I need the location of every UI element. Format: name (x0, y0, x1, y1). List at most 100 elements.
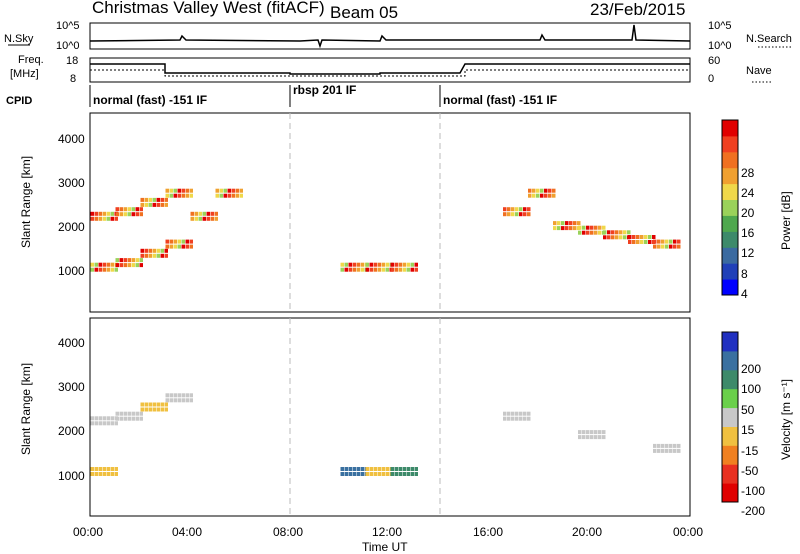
power-cell (223, 188, 227, 193)
velocity-cell (381, 467, 385, 471)
power-cell (511, 207, 515, 212)
velocity-cell (582, 430, 586, 435)
velocity-cell (94, 421, 98, 426)
velocity-cell (106, 421, 110, 426)
power-cell (152, 197, 156, 202)
power-cell (519, 207, 523, 212)
power-colorbar-swatch (722, 183, 738, 200)
velocity-cell (340, 472, 344, 476)
power-cell (127, 207, 131, 212)
power-cell (189, 188, 193, 193)
velocity-cell (344, 467, 348, 471)
velocity-cell (160, 402, 164, 407)
power-cell (665, 239, 669, 244)
power-colorbar: 28 24 20 16 12 8 4 Power [dB] (721, 119, 793, 301)
noise-tick-left-top: 10^5 (56, 20, 80, 32)
velocity-cell (402, 467, 406, 471)
power-cell (548, 193, 552, 198)
power-cell (398, 267, 402, 272)
power-cell (115, 258, 119, 263)
power-cell (385, 267, 389, 272)
velocity-cell (90, 421, 94, 426)
velocity-cell (373, 472, 377, 476)
velocity-cell (102, 421, 106, 426)
power-cell (536, 193, 540, 198)
power-cell (602, 225, 606, 230)
power-cell (165, 239, 169, 244)
velocity-cell (119, 416, 123, 421)
power-ytick-3000: 3000 (58, 176, 85, 190)
velocity-colorbar-swatch (722, 369, 738, 390)
velocity-cell (169, 393, 173, 398)
freq-tick-top: 18 (66, 55, 78, 67)
velocity-cell (356, 472, 360, 476)
power-cell (156, 197, 160, 202)
velocity-cell (98, 416, 102, 421)
velocity-cell (515, 411, 519, 416)
power-cell (619, 230, 623, 235)
velocity-cell (365, 467, 369, 471)
power-cell (553, 226, 557, 231)
power-cell (377, 262, 381, 267)
power-cell (657, 239, 661, 244)
velocity-cell (185, 393, 189, 398)
power-cell (152, 202, 156, 207)
power-cell (661, 244, 665, 249)
power-cell (385, 262, 389, 267)
power-cell (214, 211, 218, 216)
power-cell (640, 240, 644, 244)
power-cell (165, 188, 169, 193)
power-cell (148, 202, 152, 207)
power-cell (115, 263, 119, 268)
power-cell (181, 193, 185, 198)
power-cell (140, 248, 144, 253)
velocity-cell (519, 416, 523, 421)
velocity-cell (90, 416, 94, 421)
power-cell (632, 235, 636, 239)
power-cell (523, 207, 527, 212)
power-cell (94, 267, 98, 272)
velocity-cell (590, 435, 594, 440)
power-cell (377, 267, 381, 272)
power-cell (669, 239, 673, 244)
velocity-cell (135, 411, 139, 416)
velocity-colorbar-swatch (722, 350, 738, 371)
power-cell (569, 221, 573, 226)
velocity-cell (177, 398, 181, 403)
velocity-cell (164, 407, 168, 412)
power-cell (582, 225, 586, 230)
power-cell (90, 216, 94, 221)
power-cell (181, 239, 185, 244)
velocity-cell (140, 402, 144, 407)
power-cell (140, 202, 144, 207)
power-cell (623, 235, 627, 240)
velocity-cell (165, 398, 169, 403)
velocity-cell (106, 472, 110, 476)
power-cell (90, 262, 94, 267)
power-cell (406, 262, 410, 267)
power-cell (590, 225, 594, 230)
power-colorbar-swatch (722, 247, 738, 264)
power-cell (607, 235, 611, 240)
power-cell (578, 225, 582, 230)
power-cell (586, 230, 590, 235)
cpid-label: CPID (6, 95, 32, 107)
velocity-ytick-4000: 4000 (58, 336, 85, 350)
power-cell (210, 211, 214, 216)
power-cell (123, 207, 127, 212)
velocity-cell (390, 467, 394, 471)
power-colorbar-frame (721, 119, 739, 296)
power-cell (615, 235, 619, 240)
velocity-cell (139, 411, 143, 416)
power-cell (340, 267, 344, 272)
power-ytick-2000: 2000 (58, 220, 85, 234)
noise-tick-left-bottom: 10^0 (56, 40, 80, 52)
velocity-cell (661, 448, 665, 453)
power-colorbar-swatch (722, 135, 738, 153)
power-cell (206, 216, 210, 221)
velocity-cell (677, 448, 681, 453)
velocity-cell (98, 467, 102, 471)
power-cell (561, 221, 565, 226)
velocity-cell (594, 435, 598, 440)
nsky-trace (89, 24, 691, 49)
